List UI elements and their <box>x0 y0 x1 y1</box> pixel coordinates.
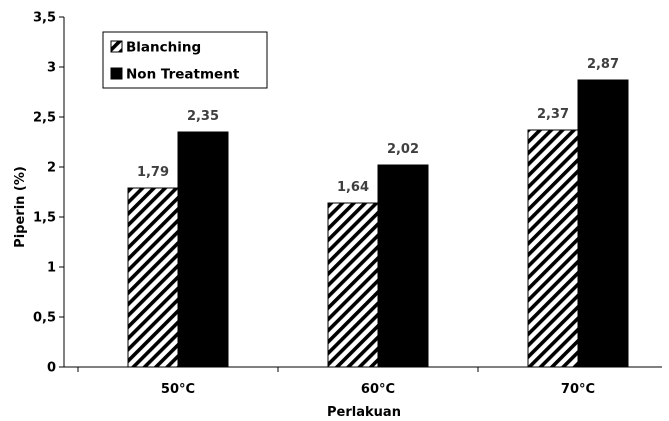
x-tick-label: 60°C <box>361 382 395 397</box>
legend-box <box>102 31 268 89</box>
bar-blanching <box>327 202 379 368</box>
x-axis-ticks: 50°C 60°C 70°C <box>77 367 595 397</box>
data-label: 1,64 <box>337 180 369 195</box>
legend: Blanching Non Treatment <box>102 31 268 89</box>
bar-non-treatment <box>577 79 629 368</box>
bar-blanching <box>527 129 579 368</box>
data-label: 2,87 <box>587 57 619 72</box>
legend-swatch-blanching <box>110 40 123 53</box>
bar-non-treatment <box>177 131 229 368</box>
y-tick-label: 0 <box>47 361 56 376</box>
y-axis-ticks: 0 0,5 1 1,5 2 2,5 3 3,5 <box>33 11 64 376</box>
y-tick-label: 3,5 <box>33 11 56 26</box>
y-tick-label: 2 <box>47 161 56 176</box>
bar-non-treatment <box>377 164 429 368</box>
x-tick-label: 70°C <box>561 382 595 397</box>
y-tick-label: 1,5 <box>33 211 56 226</box>
data-label: 2,02 <box>387 142 419 157</box>
x-tick-label: 50°C <box>161 382 195 397</box>
bar-blanching <box>127 187 179 368</box>
y-axis-title: Piperin (%) <box>13 166 28 248</box>
bars <box>127 79 629 368</box>
data-label: 2,35 <box>187 109 219 124</box>
y-tick-label: 1 <box>47 261 56 276</box>
x-axis-title: Perlakuan <box>327 405 401 420</box>
legend-label-non-treatment: Non Treatment <box>126 67 240 83</box>
legend-swatch-non-treatment <box>110 67 123 80</box>
data-label: 2,37 <box>537 107 569 122</box>
data-labels: 1,79 1,64 2,37 2,35 2,02 2,87 <box>137 57 619 195</box>
legend-label-blanching: Blanching <box>126 40 201 56</box>
data-label: 1,79 <box>137 165 169 180</box>
y-tick-label: 3 <box>47 61 56 76</box>
y-tick-label: 2,5 <box>33 111 56 126</box>
y-tick-label: 0,5 <box>33 311 56 326</box>
